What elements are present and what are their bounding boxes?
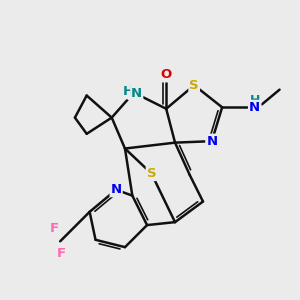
Text: N: N bbox=[249, 101, 260, 114]
Text: H: H bbox=[123, 85, 134, 98]
Text: N: N bbox=[131, 87, 142, 100]
Text: O: O bbox=[160, 68, 172, 81]
Text: F: F bbox=[50, 221, 59, 235]
Text: S: S bbox=[189, 79, 199, 92]
Text: N: N bbox=[111, 183, 122, 196]
Text: N: N bbox=[206, 135, 218, 148]
Text: H: H bbox=[129, 86, 139, 99]
Text: F: F bbox=[57, 247, 66, 260]
Text: H: H bbox=[250, 94, 261, 107]
Text: S: S bbox=[147, 167, 156, 180]
